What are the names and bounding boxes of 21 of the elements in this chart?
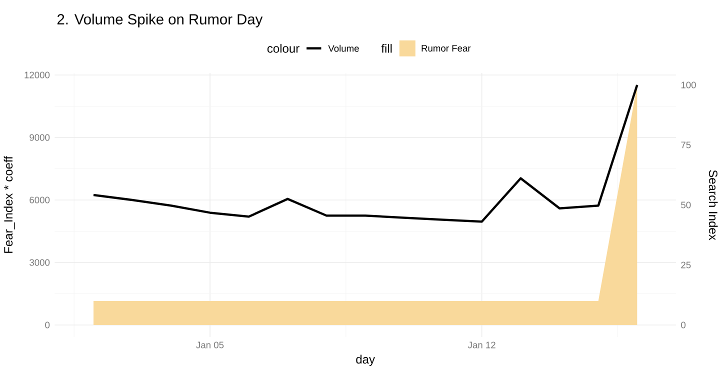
y2-tick-label: 75 — [681, 142, 691, 148]
y2-tick-label: 100 — [681, 82, 696, 88]
line-series — [92, 84, 638, 223]
y-tick-label: 0 — [45, 322, 50, 328]
y-tick-label: 6000 — [30, 196, 50, 204]
y-tick-label: 9000 — [30, 134, 50, 141]
y2-axis-title: Search Index — [708, 170, 718, 240]
y2-tick-label: 25 — [681, 262, 691, 268]
text: fill — [381, 44, 392, 53]
legend-label: Rumor Fear — [422, 45, 471, 52]
y-axis-title: Fear_Index * coeff — [4, 156, 15, 253]
legend-title: colour — [267, 44, 300, 53]
y2-tick-label: 0 — [681, 322, 686, 328]
chart-title: 2. Volume Spike on Rumor Day — [57, 14, 263, 28]
legend-label: Volume — [328, 44, 359, 52]
x-tick-label: Jan 12 — [468, 342, 496, 348]
y-tick-label: 3000 — [30, 259, 50, 266]
x-tick-label: Jan 05 — [196, 342, 224, 348]
y2-tick-label: 50 — [681, 202, 691, 208]
x-axis-title: day — [356, 354, 375, 366]
y-tick-label: 12000 — [24, 72, 50, 78]
